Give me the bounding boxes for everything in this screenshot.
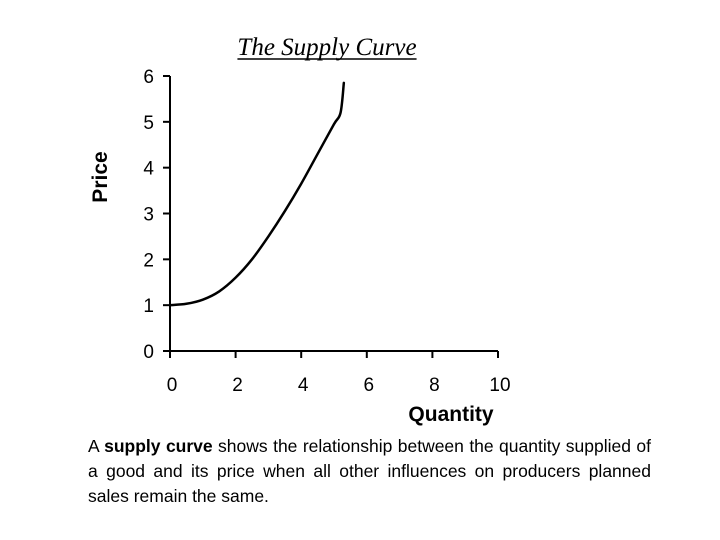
caption-lead: A xyxy=(88,436,105,456)
y-axis-label: Price xyxy=(89,151,112,202)
x-tick-label: 2 xyxy=(232,375,243,396)
y-tick-label: 0 xyxy=(143,342,154,363)
y-tick-label: 5 xyxy=(143,113,154,134)
supply-curve-line xyxy=(168,81,346,307)
y-axis-ticks: 0 1 2 3 4 5 6 xyxy=(143,67,170,363)
x-axis-label: Quantity xyxy=(408,403,493,426)
x-tick-label: 4 xyxy=(298,375,309,396)
caption-body: shows the relationship between the quant… xyxy=(88,436,651,506)
x-axis-ticks: 0 2 4 6 8 10 xyxy=(167,351,511,396)
x-tick-label: 8 xyxy=(429,375,440,396)
x-tick-label: 0 xyxy=(167,375,178,396)
y-tick-label: 2 xyxy=(143,250,154,271)
x-tick-label: 6 xyxy=(364,375,375,396)
y-tick-label: 3 xyxy=(143,205,154,226)
caption-paragraph: A supply curve shows the relationship be… xyxy=(88,434,651,509)
y-tick-label: 4 xyxy=(143,159,154,180)
y-tick-label: 6 xyxy=(143,67,154,88)
x-tick-label: 10 xyxy=(489,375,510,396)
chart-title: The Supply Curve xyxy=(237,34,416,61)
y-tick-label: 1 xyxy=(143,296,154,317)
caption-term: supply curve xyxy=(104,436,213,456)
